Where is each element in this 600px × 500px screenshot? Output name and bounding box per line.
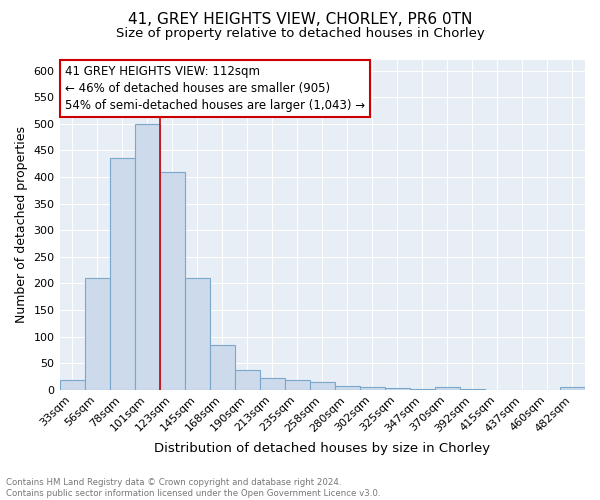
Bar bbox=[235, 370, 260, 390]
Bar bbox=[160, 172, 185, 390]
Bar bbox=[435, 387, 460, 390]
Bar bbox=[285, 380, 310, 390]
Text: 41, GREY HEIGHTS VIEW, CHORLEY, PR6 0TN: 41, GREY HEIGHTS VIEW, CHORLEY, PR6 0TN bbox=[128, 12, 472, 28]
Text: Contains HM Land Registry data © Crown copyright and database right 2024.
Contai: Contains HM Land Registry data © Crown c… bbox=[6, 478, 380, 498]
Bar bbox=[185, 278, 209, 390]
Bar bbox=[85, 278, 110, 390]
Bar bbox=[560, 387, 585, 390]
Bar bbox=[410, 389, 435, 390]
Bar bbox=[110, 158, 134, 390]
Bar bbox=[385, 388, 410, 390]
Bar bbox=[209, 344, 235, 390]
Bar bbox=[134, 124, 160, 390]
Text: 41 GREY HEIGHTS VIEW: 112sqm
← 46% of detached houses are smaller (905)
54% of s: 41 GREY HEIGHTS VIEW: 112sqm ← 46% of de… bbox=[65, 65, 365, 112]
Bar bbox=[260, 378, 285, 390]
Text: Size of property relative to detached houses in Chorley: Size of property relative to detached ho… bbox=[116, 28, 484, 40]
Y-axis label: Number of detached properties: Number of detached properties bbox=[15, 126, 28, 324]
Bar bbox=[335, 386, 360, 390]
Bar bbox=[310, 382, 335, 390]
Bar bbox=[59, 380, 85, 390]
Bar bbox=[360, 387, 385, 390]
X-axis label: Distribution of detached houses by size in Chorley: Distribution of detached houses by size … bbox=[154, 442, 490, 455]
